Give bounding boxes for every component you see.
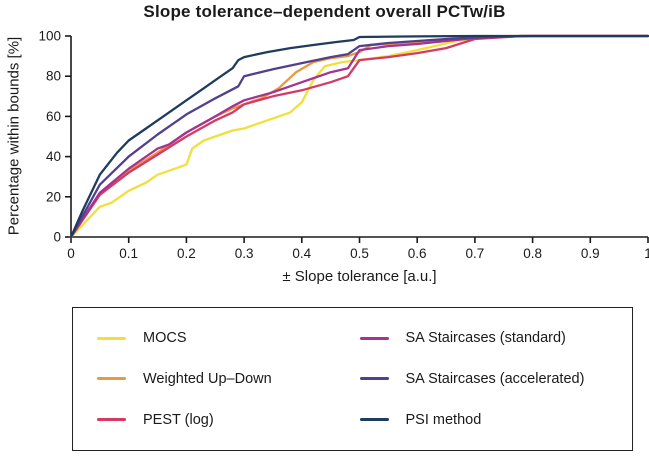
x-tick-label: 1 bbox=[644, 246, 649, 261]
legend-item-sa-staircases-standard: SA Staircases (standard) bbox=[359, 318, 623, 359]
x-tick-label: 0.5 bbox=[350, 246, 369, 261]
legend-label-mocs: MOCS bbox=[143, 330, 187, 347]
legend-item-psi-method: PSI method bbox=[359, 399, 623, 440]
x-tick-label: 0.7 bbox=[466, 246, 485, 261]
sa-staircases-accelerated-line-swatch bbox=[359, 377, 389, 381]
y-axis-label: Percentage within bounds [%] bbox=[5, 36, 23, 236]
legend-label-psi-method: PSI method bbox=[405, 411, 482, 428]
y-tick-label: 60 bbox=[46, 109, 61, 124]
x-tick-label: 0.8 bbox=[523, 246, 542, 261]
mocs-line-swatch bbox=[97, 336, 126, 340]
series-line-pest-log bbox=[69, 34, 649, 239]
x-axis-label: ± Slope tolerance [a.u.] bbox=[282, 268, 437, 285]
legend-label-weighted-up-down: Weighted Up–Down bbox=[143, 370, 272, 387]
x-tick-label: 0.6 bbox=[408, 246, 427, 261]
legend-label-sa-staircases-standard: SA Staircases (standard) bbox=[405, 330, 566, 347]
legend-item-pest-log: PEST (log) bbox=[97, 399, 360, 440]
series-line-mocs bbox=[69, 34, 649, 239]
legend-label-sa-staircases-accelerated: SA Staircases (accelerated) bbox=[405, 370, 585, 387]
pest-log-line-swatch bbox=[97, 418, 126, 422]
series-line-weighted-up-down bbox=[69, 34, 649, 239]
x-tick-label: 0 bbox=[67, 246, 75, 261]
series-line-sa-staircases-accelerated bbox=[69, 34, 649, 239]
plot-area: 0 20 40 60 80 100 0 0.1 0.2 0.3 0.4 0.5 0.6 0.7 0.8 0.9… bbox=[38, 29, 649, 261]
chart-title: Slope tolerance–dependent overall PCTw/i… bbox=[143, 2, 506, 21]
x-tick-label: 0.9 bbox=[581, 246, 600, 261]
x-tick-label: 0.4 bbox=[292, 246, 311, 261]
weighted-up-down-line-swatch bbox=[97, 377, 126, 381]
legend-label-pest-log: PEST (log) bbox=[143, 411, 214, 428]
y-tick-label: 0 bbox=[53, 230, 61, 245]
y-tick-label: 40 bbox=[46, 149, 61, 164]
sa-staircases-standard-line-swatch bbox=[359, 336, 389, 340]
x-tick-label: 0.2 bbox=[177, 246, 196, 261]
y-tick-label: 80 bbox=[46, 69, 61, 84]
x-tick-label: 0.1 bbox=[119, 246, 138, 261]
legend-item-mocs: MOCS bbox=[97, 318, 360, 359]
series-line-psi-method bbox=[69, 34, 649, 239]
x-tick-label: 0.3 bbox=[235, 246, 254, 261]
legend: MOCS Weighted Up–Down PEST (log) SA Stai… bbox=[72, 307, 633, 451]
y-tick-label: 20 bbox=[46, 189, 61, 204]
y-tick-label: 100 bbox=[38, 29, 61, 44]
series-line-sa-staircases-standard bbox=[69, 34, 649, 239]
psi-method-line-swatch bbox=[359, 418, 389, 422]
legend-item-sa-staircases-accelerated: SA Staircases (accelerated) bbox=[359, 359, 623, 400]
legend-item-weighted-up-down: Weighted Up–Down bbox=[97, 359, 360, 400]
